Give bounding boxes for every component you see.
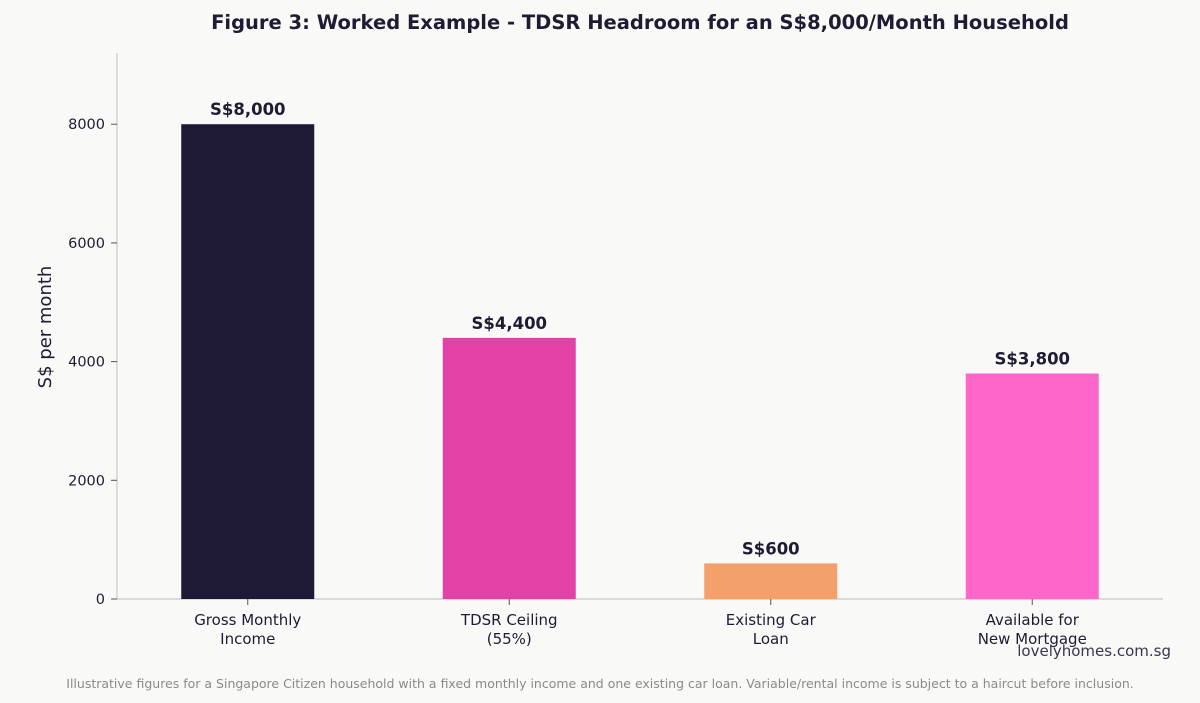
bar: [704, 563, 838, 599]
bar-value-label: S$8,000: [210, 100, 286, 119]
bar: [181, 124, 315, 599]
x-tick-label: TDSR Ceiling: [460, 611, 558, 629]
bar: [442, 337, 576, 599]
bar-value-label: S$4,400: [471, 314, 547, 333]
x-tick-label: Existing Car: [726, 611, 817, 629]
bar-value-label: S$3,800: [994, 349, 1070, 368]
y-tick-label: 2000: [68, 473, 105, 489]
x-tick-label: New Mortgage: [978, 630, 1087, 648]
watermark: lovelyhomes.com.sg: [1017, 642, 1171, 660]
y-tick-label: 0: [96, 592, 105, 608]
x-tick-label: Loan: [753, 630, 789, 648]
chart-title: Figure 3: Worked Example - TDSR Headroom…: [211, 11, 1069, 34]
x-tick-label: Gross Monthly: [194, 611, 301, 629]
footnote: Illustrative figures for a Singapore Cit…: [66, 676, 1134, 691]
x-tick-label: (55%): [487, 630, 532, 648]
bar: [965, 373, 1099, 599]
x-tick-label: Income: [220, 630, 275, 648]
y-tick-label: 6000: [68, 236, 105, 252]
y-tick-label: 4000: [68, 355, 105, 371]
bar-value-label: S$600: [742, 539, 800, 558]
x-tick-label: Available for: [986, 611, 1080, 629]
y-axis-label: S$ per month: [35, 266, 56, 389]
y-tick-label: 8000: [68, 117, 105, 133]
plot-area: 0 2000 4000 6000 8000 S$8,000 Gross MonthlyInc…: [68, 53, 1163, 648]
